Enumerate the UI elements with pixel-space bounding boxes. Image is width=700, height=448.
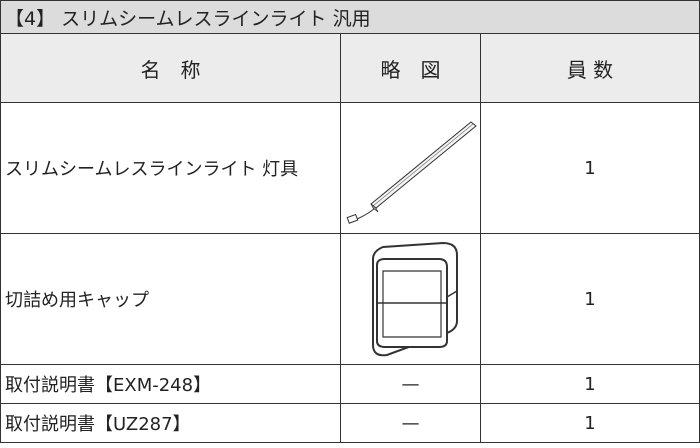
table-title: 【4】 スリムシームレスラインライト 汎用 [0, 0, 700, 34]
quantity: 1 [479, 233, 700, 365]
quantity: 1 [479, 102, 700, 234]
quantity: 1 [479, 364, 700, 404]
diagram-cell [340, 233, 481, 365]
item-name: 切詰め用キャップ [0, 233, 341, 365]
end-cap-drawing [371, 241, 458, 357]
item-name: スリムシームレスラインライト 灯具 [0, 102, 341, 234]
quantity: 1 [479, 403, 700, 443]
header-cell: 名 称 [0, 33, 341, 103]
light-fixture-drawing [346, 121, 477, 224]
diagram-cell [340, 102, 481, 234]
diagram-text: — [340, 403, 481, 443]
item-name: 取付説明書【EXM-248】 [0, 364, 341, 404]
diagram-text: — [340, 364, 481, 404]
header-cell: 員 数 [479, 33, 700, 103]
header-cell: 略 図 [340, 33, 481, 103]
item-name: 取付説明書【UZ287】 [0, 403, 341, 443]
